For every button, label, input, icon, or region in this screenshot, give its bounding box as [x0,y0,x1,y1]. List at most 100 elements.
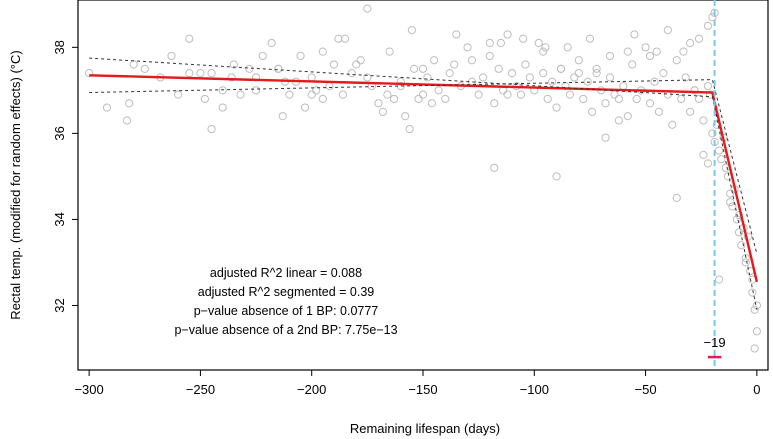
stats-annotations: adjusted R^2 linear = 0.088 adjusted R^2… [174,266,397,337]
data-point [307,73,316,82]
data-point [102,103,112,112]
x-tick-label: −50 [635,382,657,397]
data-point [732,215,741,224]
data-point [703,159,713,168]
data-point [490,99,499,108]
data-point [601,99,610,108]
data-point [496,38,506,48]
plot-frame [77,0,769,371]
data-point [236,90,245,99]
data-point [325,81,334,91]
data-point [218,103,227,112]
data-point [285,90,294,99]
data-point [307,90,316,99]
data-point [207,69,216,78]
data-point [663,26,672,35]
data-point [467,56,477,65]
data-point [699,116,708,125]
x-tick-label: −100 [520,382,549,397]
data-point [396,77,405,86]
data-point [227,73,236,82]
data-point [478,73,488,82]
annotation-r2-linear: adjusted R^2 linear = 0.088 [210,266,362,280]
data-point [614,94,623,104]
data-point [450,60,459,69]
data-point [645,51,655,61]
breakpoint-label: −19 [704,335,726,350]
data-point [583,77,592,86]
data-point [140,64,149,73]
data-point [423,73,432,82]
data-point [539,69,548,78]
data-point [734,211,744,220]
x-axis-title: Remaining lifespan (days) [350,421,500,436]
data-point [334,34,343,43]
data-point [441,94,450,104]
data-point [401,112,410,121]
data-point [407,26,416,35]
data-point [374,99,383,108]
data-point [710,8,719,18]
data-point [641,43,650,52]
y-axis: 32 34 36 38 [52,40,78,313]
data-point [672,56,681,65]
data-point [539,47,548,56]
data-point [122,116,132,125]
confidence-band-upper [89,57,758,310]
data-point [474,90,483,99]
data-point [741,254,750,263]
data-point [185,69,194,78]
data-point [340,34,350,43]
data-point [547,77,557,86]
data-point [385,47,394,56]
data-point [690,86,699,95]
data-point [672,193,681,203]
x-tick-label: −200 [297,382,326,397]
data-point [405,124,414,134]
data-point [685,38,695,48]
y-tick-label: 32 [52,298,67,312]
segmented-fit-line [89,74,759,283]
x-tick-label: 0 [753,382,760,397]
data-point [503,90,512,99]
data-point [714,146,724,155]
data-point [258,51,267,61]
data-point [251,86,261,95]
data-point [750,305,759,314]
data-point [659,69,668,78]
data-point [318,94,327,104]
data-point [737,241,746,250]
data-point [218,86,227,95]
data-point [534,38,543,48]
data-point [708,129,717,138]
data-point [677,94,686,104]
data-point [694,94,704,104]
data-point [521,60,530,69]
data-point [694,34,704,43]
data-point [525,73,534,82]
data-point [409,64,419,73]
data-point [494,64,503,73]
data-point [563,43,572,52]
y-tick-label: 34 [52,212,67,226]
data-point [628,60,637,69]
data-point [363,73,372,82]
data-point [654,107,664,116]
data-point [592,64,601,73]
data-point [452,30,461,39]
data-point [516,90,526,99]
data-point [418,64,428,73]
annotation-r2-segmented: adjusted R^2 segmented = 0.39 [198,285,375,299]
data-point [574,56,583,65]
data-point [619,81,628,91]
data-point [708,13,717,22]
data-point [267,38,276,48]
data-point [632,94,641,104]
data-point [363,4,372,13]
data-point [645,99,655,108]
x-tick-label: −250 [186,382,215,397]
data-point [605,51,615,61]
data-point [490,163,499,172]
data-point [652,47,661,56]
